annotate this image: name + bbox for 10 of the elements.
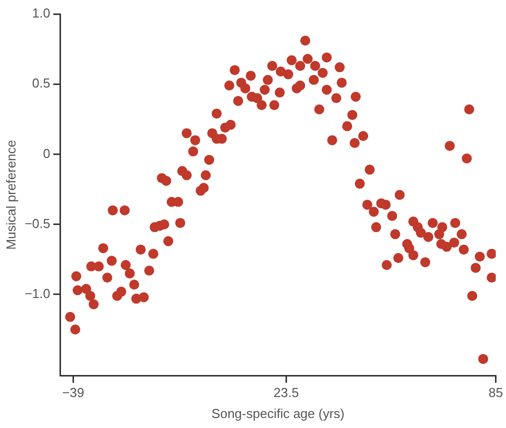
x-tick-label: 85 (488, 385, 504, 400)
y-tick-label: −0.5 (24, 216, 50, 231)
y-axis-title: Musical preference (3, 140, 18, 250)
x-axis-title: Song-specific age (yrs) (212, 406, 344, 421)
y-tick-label: 0.5 (32, 76, 50, 91)
y-tick-label: 1.0 (32, 6, 50, 21)
y-tick-label: −1.0 (24, 286, 50, 302)
y-tick-label: 0 (43, 146, 50, 161)
x-tick-label: −39 (62, 385, 84, 400)
x-tick-label: 23.5 (274, 385, 299, 400)
